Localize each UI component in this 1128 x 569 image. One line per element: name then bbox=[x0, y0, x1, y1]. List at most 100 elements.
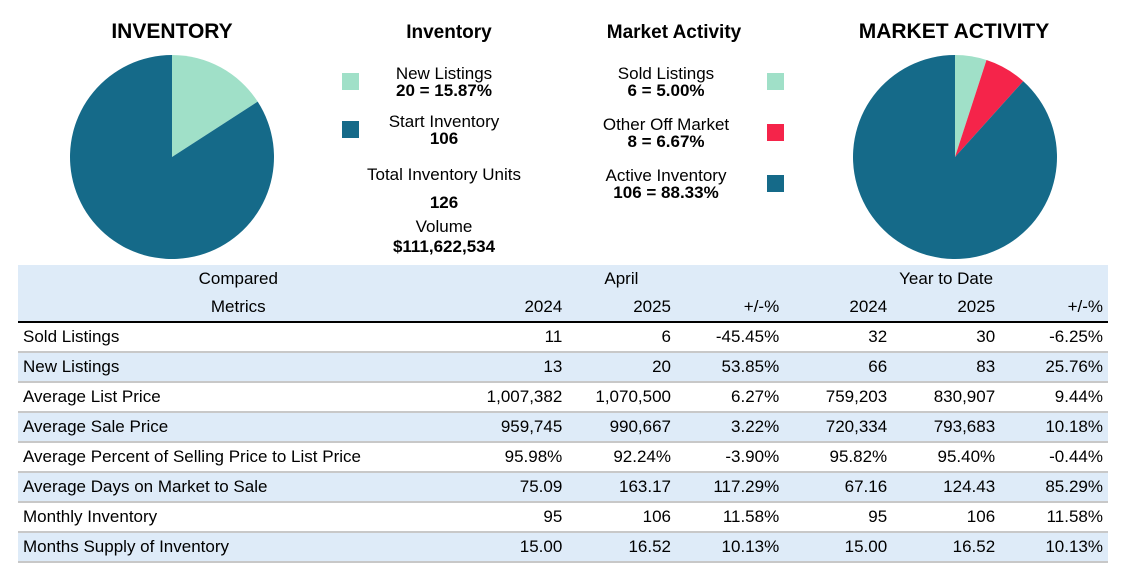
table-cell: 830,907 bbox=[892, 382, 1001, 413]
table-cell: -6.25% bbox=[1000, 322, 1108, 353]
table-cell: 1,007,382 bbox=[458, 382, 568, 413]
volume-value: $111,622,534 bbox=[392, 237, 496, 256]
inventory-legend-title: Inventory bbox=[406, 22, 492, 43]
volume-label: Volume bbox=[415, 217, 473, 236]
legend-name: Sold Listings bbox=[617, 64, 715, 83]
table-cell: 16.52 bbox=[567, 532, 677, 563]
table-cell: 1,070,500 bbox=[567, 382, 677, 413]
table-cell: Average List Price bbox=[18, 382, 459, 413]
legend-swatch bbox=[767, 124, 784, 141]
table-cell: 32 bbox=[784, 322, 893, 353]
pie-layer bbox=[70, 55, 1058, 259]
legend-name: Start Inventory bbox=[388, 112, 500, 131]
inventory-title: INVENTORY bbox=[111, 20, 233, 43]
table-cell: 11 bbox=[458, 322, 568, 353]
legend-name: Active Inventory bbox=[605, 166, 727, 185]
column-header: +/-% bbox=[676, 293, 785, 323]
table-cell: 66 bbox=[784, 352, 893, 383]
column-header: Metrics bbox=[18, 293, 459, 323]
table-cell: 10.18% bbox=[1000, 412, 1108, 443]
header-row: Compared April Year to Date bbox=[18, 265, 1108, 293]
legend-value: 20 = 15.87% bbox=[396, 81, 492, 100]
total-value: 126 bbox=[429, 193, 459, 212]
metrics-table: Compared April Year to Date Metrics 2024 2025… bbox=[18, 265, 1108, 563]
market-title: MARKET ACTIVITY bbox=[858, 20, 1050, 43]
table-cell: 124.43 bbox=[892, 472, 1001, 503]
table-row: Average Days on Market to Sale 75.09 163.1… bbox=[18, 472, 1108, 503]
legend-name: Other Off Market bbox=[602, 115, 730, 134]
table-cell: Monthly Inventory bbox=[18, 502, 459, 533]
legend-swatch bbox=[342, 121, 359, 138]
pie-slice bbox=[955, 59, 1024, 158]
legend-item: Other Off Market 8 = 6.67% bbox=[576, 116, 756, 150]
table-cell: 106 bbox=[567, 502, 677, 533]
table-cell: 53.85% bbox=[676, 352, 785, 383]
column-header: +/-% bbox=[1000, 293, 1108, 323]
table-cell: 15.00 bbox=[784, 532, 893, 563]
legend-item: Active Inventory 106 = 88.33% bbox=[576, 167, 756, 201]
table-cell: 163.17 bbox=[567, 472, 677, 503]
pie-slice bbox=[172, 55, 258, 157]
table-cell: Average Percent of Selling Price to List… bbox=[18, 442, 459, 473]
table-cell: -45.45% bbox=[676, 322, 785, 353]
table-cell: 793,683 bbox=[892, 412, 1001, 443]
table-row: Sold Listings 11 6 -45.45% 32 30 -6.25% bbox=[18, 322, 1108, 353]
legend-item: Sold Listings 6 = 5.00% bbox=[576, 65, 756, 99]
table-cell: Average Sale Price bbox=[18, 412, 459, 443]
table-cell: 20 bbox=[567, 352, 677, 383]
table-cell: -3.90% bbox=[676, 442, 785, 473]
group-header: Compared bbox=[18, 265, 459, 293]
table-cell: Average Days on Market to Sale bbox=[18, 472, 459, 503]
legend-item: New Listings 20 = 15.87% bbox=[354, 65, 534, 99]
table-cell: 13 bbox=[458, 352, 568, 383]
legend-value: 106 = 88.33% bbox=[613, 183, 719, 202]
table-cell: 95 bbox=[458, 502, 568, 533]
table-cell: 3.22% bbox=[676, 412, 785, 443]
column-header: 2025 bbox=[567, 293, 677, 323]
table-cell: 92.24% bbox=[567, 442, 677, 473]
header-row: Metrics 2024 2025 +/-% 2024 2025 +/-% bbox=[18, 293, 1108, 323]
total-label: Total Inventory Units bbox=[366, 165, 521, 184]
table-cell: 85.29% bbox=[1000, 472, 1108, 503]
table-cell: 16.52 bbox=[892, 532, 1001, 563]
table-cell: 106 bbox=[892, 502, 1001, 533]
table-cell: 959,745 bbox=[458, 412, 568, 443]
table-cell: 83 bbox=[892, 352, 1001, 383]
group-header: April bbox=[458, 265, 785, 293]
table-cell: 10.13% bbox=[676, 532, 785, 563]
table-cell: 6 bbox=[567, 322, 677, 353]
market-legend-title: Market Activity bbox=[606, 22, 742, 43]
table-cell: Months Supply of Inventory bbox=[18, 532, 459, 563]
table-cell: 67.16 bbox=[784, 472, 893, 503]
table-row: Average Sale Price 959,745 990,667 3.22% 720… bbox=[18, 412, 1108, 443]
table-cell: New Listings bbox=[18, 352, 459, 383]
table-row: Monthly Inventory 95 106 11.58% 95 106 11.58% bbox=[18, 502, 1108, 533]
group-header: Year to Date bbox=[784, 265, 1108, 293]
table-cell: 75.09 bbox=[458, 472, 568, 503]
pie-slice bbox=[70, 55, 274, 259]
legend-swatch bbox=[767, 73, 784, 90]
legend-value: 106 bbox=[429, 129, 459, 148]
table-cell: 6.27% bbox=[676, 382, 785, 413]
column-header: 2024 bbox=[784, 293, 893, 323]
table-cell: 95.98% bbox=[458, 442, 568, 473]
legend-name: New Listings bbox=[395, 64, 493, 83]
legend-value: 8 = 6.67% bbox=[627, 132, 705, 151]
legend-item: Start Inventory 106 bbox=[354, 113, 534, 147]
pie-slice bbox=[955, 55, 987, 157]
legend-swatch bbox=[767, 175, 784, 192]
table-row: New Listings 13 20 53.85% 66 83 25.76% bbox=[18, 352, 1108, 383]
table-cell: Sold Listings bbox=[18, 322, 459, 353]
table-row: Average Percent of Selling Price to List… bbox=[18, 442, 1108, 473]
table-cell: 9.44% bbox=[1000, 382, 1108, 413]
table-cell: 11.58% bbox=[1000, 502, 1108, 533]
table-cell: 30 bbox=[892, 322, 1001, 353]
table-cell: 95.40% bbox=[892, 442, 1001, 473]
table-cell: 95.82% bbox=[784, 442, 893, 473]
table-row: Months Supply of Inventory 15.00 16.52 10.1… bbox=[18, 532, 1108, 563]
table-cell: 25.76% bbox=[1000, 352, 1108, 383]
pie-slice bbox=[853, 55, 1058, 259]
table-cell: 10.13% bbox=[1000, 532, 1108, 563]
table-cell: 95 bbox=[784, 502, 893, 533]
